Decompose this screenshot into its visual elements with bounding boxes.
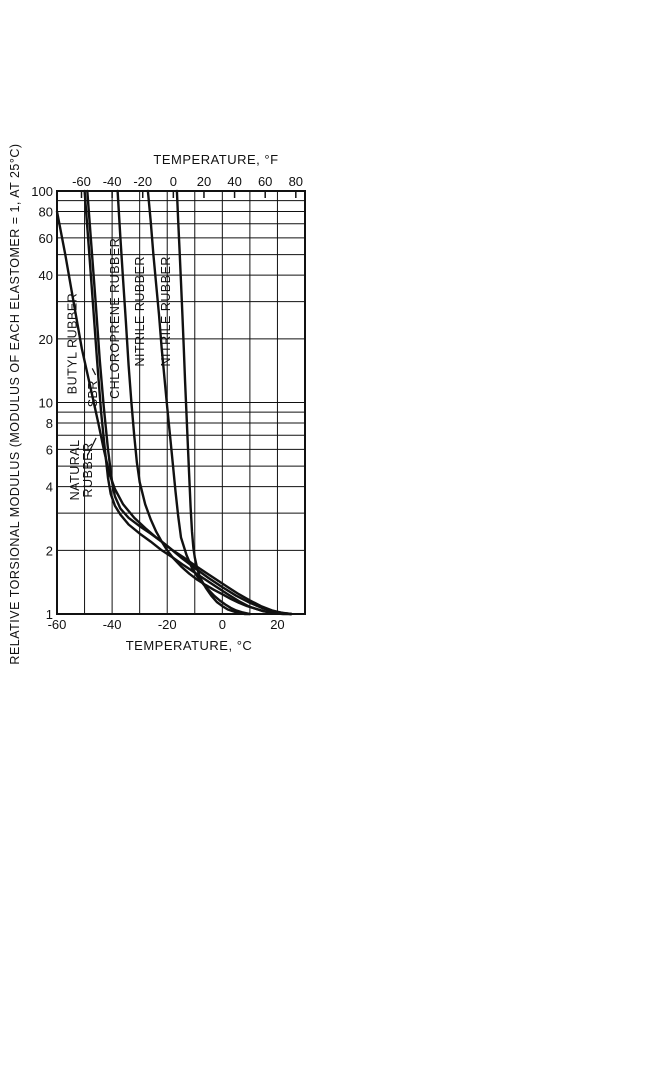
curve-label-text: BUTYL RUBBER bbox=[65, 293, 79, 394]
series-line-5 bbox=[146, 189, 252, 616]
curve-label-text: NITRILE RUBBER bbox=[133, 256, 147, 367]
y-tick-label: 20 bbox=[39, 332, 53, 347]
curve-label-text: SBR bbox=[86, 380, 100, 407]
curve-label-6: NITRILE RUBBER bbox=[159, 256, 173, 367]
x-tick-label: 0 bbox=[219, 617, 226, 632]
top-tick-label: 0 bbox=[170, 174, 177, 189]
modulus-temperature-chart: -60 -40 -20 0 20 40 60 80-60 -40 -20 0 201246810204… bbox=[8, 143, 306, 665]
series-line-6 bbox=[175, 189, 252, 616]
y-tick-label: 80 bbox=[39, 204, 53, 219]
x-tick-label: 20 bbox=[270, 617, 284, 632]
curve-labels: BUTYL RUBBER SBR NATURAL RUBBER CHLOROPRENE … bbox=[65, 238, 173, 501]
curve-label-5: NITRILE RUBBER bbox=[133, 256, 147, 367]
curve-label-text: NITRILE RUBBER bbox=[159, 256, 173, 367]
x-tick-label: -60 bbox=[48, 617, 67, 632]
top-tick-label: 40 bbox=[227, 174, 241, 189]
y-axis-title: RELATIVE TORSIONAL MODULUS (MODULUS OF E… bbox=[8, 143, 22, 664]
top-axis-title: TEMPERATURE, °F bbox=[153, 152, 278, 167]
series-line-4 bbox=[116, 189, 293, 616]
curve-label-text: CHLOROPRENE RUBBER bbox=[108, 238, 122, 399]
bottom-axis-title: TEMPERATURE, °C bbox=[126, 638, 253, 653]
y-tick-label: 40 bbox=[39, 268, 53, 283]
plot-border bbox=[56, 190, 306, 615]
top-tick-label: 20 bbox=[197, 174, 211, 189]
sbr-leader-line bbox=[91, 368, 97, 376]
series-line-1 bbox=[55, 210, 293, 616]
y-tick-label: 2 bbox=[46, 543, 53, 558]
curve-label-text: NATURAL bbox=[68, 439, 82, 500]
top-tick-label: -40 bbox=[103, 174, 122, 189]
plot-frame bbox=[56, 190, 306, 615]
top-tick-label: 80 bbox=[289, 174, 303, 189]
natural-rubber-leader-line bbox=[86, 437, 97, 457]
y-tick-label: 100 bbox=[31, 184, 53, 199]
chart-container: -60 -40 -20 0 20 40 60 80 -60 -40 -20 0 20 1 2 4 6 8 10 20 4… bbox=[8, 143, 306, 665]
curves bbox=[55, 189, 293, 616]
curve-label-text: RUBBER bbox=[81, 442, 95, 497]
x-tick-label: -20 bbox=[158, 617, 177, 632]
top-tick-label: 60 bbox=[258, 174, 272, 189]
y-tick-label: 4 bbox=[46, 480, 53, 495]
y-tick-label: 8 bbox=[46, 416, 53, 431]
curve-label-2: SBR bbox=[86, 380, 100, 407]
x-tick-label: -40 bbox=[103, 617, 122, 632]
y-tick-label: 10 bbox=[39, 396, 53, 411]
curve-label-1: BUTYL RUBBER bbox=[65, 293, 79, 394]
y-tick-label: 6 bbox=[46, 442, 53, 457]
curve-label-3: NATURAL RUBBER bbox=[68, 439, 95, 500]
y-tick-label: 60 bbox=[39, 231, 53, 246]
y-tick-label: 1 bbox=[46, 607, 53, 622]
top-tick-label: -20 bbox=[133, 174, 152, 189]
top-tick-label: -60 bbox=[72, 174, 91, 189]
curve-label-4: CHLOROPRENE RUBBER bbox=[108, 238, 122, 399]
tick-labels: -60 -40 -20 0 20 40 60 80-60 -40 -20 0 201246810204… bbox=[31, 174, 303, 632]
